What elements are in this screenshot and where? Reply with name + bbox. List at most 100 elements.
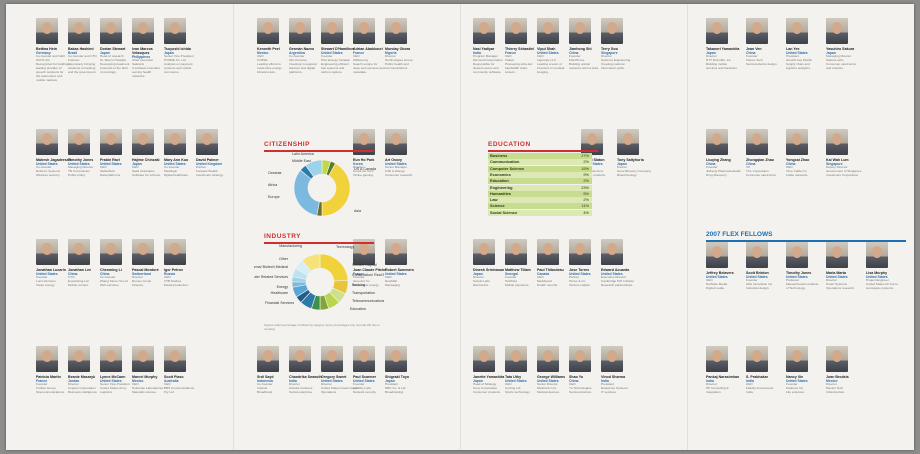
education-row: Engineering 23%: [488, 184, 592, 191]
fellow-photo: [473, 239, 495, 265]
education-value: 23%: [581, 184, 589, 190]
fellow-name: Chenming Li: [100, 268, 122, 272]
fellow-profile: Dinesh Srinivasan Japan Director Suzuki La…: [473, 239, 513, 349]
fellow-bio: Director United States Coast Guard Opera…: [321, 382, 358, 395]
fellow-profile: Gregory Sweet United States Director Unite…: [321, 346, 361, 450]
fellow-photo: [537, 239, 559, 265]
fellow-name: Robert Slaton: [581, 158, 605, 162]
fold-line: [687, 4, 688, 450]
education-title: EDUCATION: [488, 141, 531, 148]
fellow-bio: Director Ashoka Ventures Social enterpri…: [289, 382, 313, 395]
fellow-bio: Director Mexico Tech Infrastructure.: [826, 382, 846, 395]
fellow-profile: Matthew Tiliam Senegal Founder TelAfrica M…: [505, 239, 545, 349]
fellow-photo: [601, 239, 623, 265]
fellow-photo: [385, 239, 407, 265]
fellow-photo: [786, 129, 808, 155]
fellow-country: Japan: [473, 379, 483, 384]
fellow-profile: Thierry Sébastiel France CEO Videal Pionee…: [505, 18, 545, 128]
fellow-name: S. Prabhakar: [746, 375, 768, 379]
fellow-profile: Maria Marta United States Director Smart S…: [826, 242, 866, 352]
fellow-photo: [601, 346, 623, 372]
fellow-photo: [505, 239, 527, 265]
fellow-bio: CEO COBLE Leading efforts to modernize e…: [257, 54, 282, 74]
education-row: Economics 9%: [488, 171, 592, 178]
fellow-photo: [581, 129, 603, 155]
fellow-photo: [353, 129, 375, 155]
fellow-photo: [36, 346, 58, 372]
education-row: Humanities 5%: [488, 190, 592, 197]
fellow-photo: [866, 242, 888, 268]
fellow-country: Canada: [537, 272, 550, 277]
fellow-photo: [786, 18, 808, 44]
fellow-name: David Palmer: [196, 158, 219, 162]
fellow-name: Igor Petrov: [164, 268, 183, 272]
slice-label: Financial Services: [265, 301, 294, 305]
fellow-photo: [746, 129, 768, 155]
fellow-bio: Director NTT DoCoMo, Inc Building mobile…: [706, 54, 738, 70]
slice-label: Banking: [352, 283, 365, 287]
fellow-name: Vipul Shah: [537, 47, 556, 51]
fellow-name: Mahesh Jagadeesan: [36, 158, 71, 162]
education-row: Education 2%: [488, 178, 592, 185]
fellow-profile: Germán Nazvo Argentina Co-founder Olé Vent…: [289, 18, 329, 128]
fellow-bio: Founder TelAfrica Mobile payments.: [505, 275, 530, 288]
fellow-bio: Partner Torres & Co Venture capital.: [569, 275, 591, 288]
fellow-profile: Scott Piaso Australia CEO BBS Communicatio…: [164, 346, 204, 450]
fellow-profile: Tata Uthy United States CEO Cycling Ltd Sp…: [505, 346, 545, 450]
fellow-profile: Jonathan Lucarin United States Founder Lum…: [36, 239, 76, 349]
fellow-bio: Co-founder Medilogic Digital healthcare.: [164, 165, 189, 178]
fellow-name: Paul Thibodeau: [537, 268, 564, 272]
fellow-country: Germany: [36, 51, 51, 56]
industry-donut-chart: Manufacturing Other Pharma/ Biotech Medica…: [254, 244, 384, 311]
fellow-bio: Program Manager Microsoft Corporation Re…: [473, 54, 503, 74]
education-label: Communication: [490, 159, 520, 165]
fellow-country: United States: [569, 272, 591, 277]
fellow-name: Marcel Murphy: [132, 375, 158, 379]
fellow-profile: Robert Summers United States CEO NewMail M…: [385, 239, 425, 349]
fellow-photo: [505, 18, 527, 44]
fellow-country: United States: [537, 379, 559, 384]
fellow-bio: Head of Strategy Sony Corporation Consum…: [473, 382, 501, 395]
fellow-country: United States: [786, 379, 808, 384]
fellow-profile: Art Ossey United States Senior Manager Fri…: [385, 129, 425, 239]
donut-slice: [305, 159, 323, 178]
fellow-country: Japan: [706, 51, 716, 56]
fellow-country: China: [569, 379, 579, 384]
fellow-country: Senegal: [505, 272, 519, 277]
fellow-bio: Founder JiaFeng Pharmaceuticals Drug dis…: [706, 165, 741, 178]
fellow-country: United States: [68, 162, 90, 167]
fellow-country: United States: [164, 162, 186, 167]
fellow-country: Brazil: [68, 51, 78, 56]
fellow-bio: Partner Gene Brewery Company Biotechnolo…: [617, 165, 651, 178]
fellow-profile: Marcel Murphy Mexico CEO Holloman Laborato…: [132, 346, 172, 450]
donut-slice: [301, 253, 321, 272]
fellow-country: France: [353, 272, 365, 277]
slice-label: Pharma/ Biotech Medical: [254, 265, 288, 269]
fellow-bio: CEO Mediboard Health records.: [537, 275, 558, 288]
fellow-country: United Kingdom: [196, 162, 223, 167]
education-label: Social Science: [490, 209, 518, 215]
fellow-country: Singapore: [826, 162, 843, 167]
fellow-profile: Paul Scarmer United States Founder Lucidit…: [353, 346, 393, 450]
fellow-name: Kai Wah Lum: [826, 158, 849, 162]
fellow-bio: CEO NewMail Messaging.: [385, 275, 401, 288]
fellow-profile: Yongcai Zhao China CEO Time Cable Co Cable…: [786, 129, 826, 239]
fellow-photo: [68, 239, 90, 265]
fellow-profile: Prabin Ravi United States CEO Stellarfield…: [100, 129, 140, 239]
fellow-name: Tony Saltyhuria: [617, 158, 644, 162]
fellow-profile: Eun Ho Park Korea Director Korea Go Tech O…: [353, 129, 393, 239]
fellow-name: Liuqing Zhang: [706, 158, 731, 162]
fellow-profile: Yasuhiro Sakura Japan Managing Director Sa…: [826, 18, 866, 128]
fellow-photo: [617, 129, 639, 155]
slice-label: Oceania: [268, 171, 281, 175]
fellow-name: Bettina Hein: [36, 47, 57, 51]
donut-slice: [293, 169, 320, 216]
education-row: Science 11%: [488, 203, 592, 210]
fellow-country: Japan: [385, 379, 395, 384]
fellow-bio: CEO Yu Technologies Semiconductors.: [569, 382, 593, 395]
fellow-profile: Zhongqian Zhao China VP TCL Corporation Co…: [746, 129, 786, 239]
fellow-country: Mexico: [257, 51, 269, 56]
fellow-bio: Co-founder Zhang Stone Hu Ltd Web servic…: [100, 275, 128, 288]
fellow-profile: Jeffrey Belavers United States CEO NetSuit…: [706, 242, 746, 352]
fellow-bio: Managing Director Sakura Labs Consumer e…: [826, 54, 856, 70]
